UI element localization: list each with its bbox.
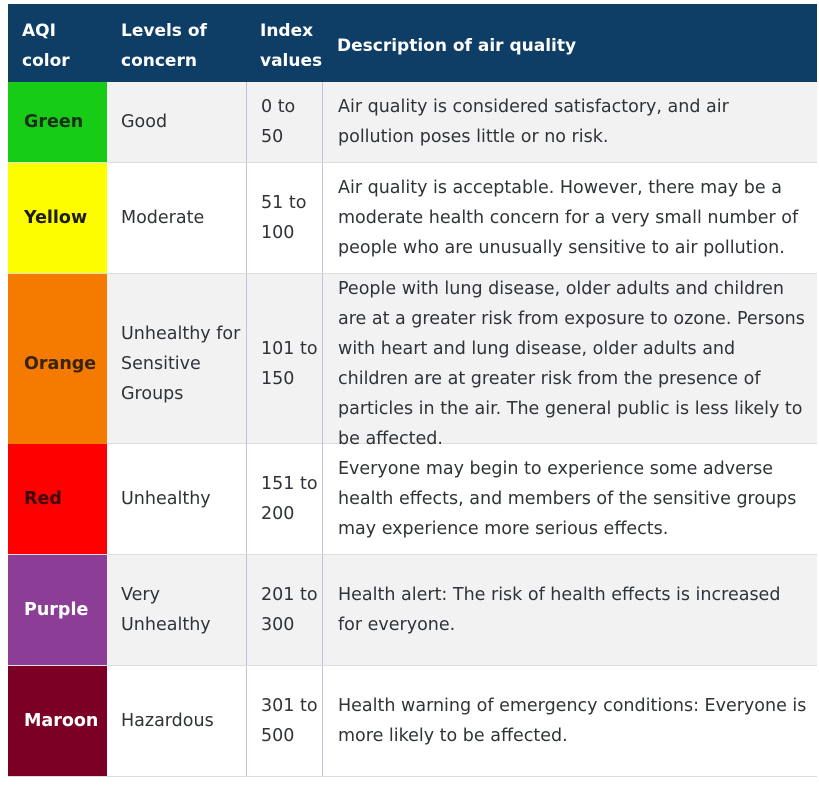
index-values-cell: 301 to 500: [246, 666, 323, 776]
description-cell: Health alert: The risk of health effects…: [338, 585, 781, 635]
index-values-cell: 101 to 150: [246, 274, 323, 454]
table-row: Purple Very Unhealthy 201 to 300 Health ale…: [8, 555, 817, 666]
index-values-cell: 201 to 300: [246, 555, 323, 665]
table-body: Green Good 0 to 50 Air quality is considere…: [8, 82, 817, 777]
header-index-values: Index values: [260, 21, 323, 71]
description-cell: Everyone may begin to experience some ad…: [338, 459, 797, 539]
table-row: Red Unhealthy 151 to 200 Everyone may begin…: [8, 444, 817, 555]
table-row: Orange Unhealthy for Sensitive Groups 101 …: [8, 274, 817, 454]
header-description: Description of air quality: [337, 36, 577, 56]
description-cell: Air quality is acceptable. However, ther…: [338, 178, 799, 258]
description-cell: Health warning of emergency conditions: …: [338, 696, 807, 746]
index-values-cell: 0 to 50: [246, 82, 323, 162]
aqi-color-cell: Green: [8, 82, 107, 162]
index-values-cell: 51 to 100: [246, 163, 323, 273]
aqi-color-cell: Purple: [8, 555, 107, 665]
level-of-concern-cell: Unhealthy: [121, 489, 211, 509]
aqi-color-cell: Red: [8, 444, 107, 554]
aqi-color-cell: Maroon: [8, 666, 107, 776]
level-of-concern-cell: Good: [121, 112, 168, 132]
table-row: Green Good 0 to 50 Air quality is considere…: [8, 82, 817, 163]
level-of-concern-cell: Unhealthy for Sensitive Groups: [121, 324, 241, 404]
table-row: Yellow Moderate 51 to 100 Air quality is ac…: [8, 163, 817, 274]
index-values-cell: 151 to 200: [246, 444, 323, 554]
table-header: AQI color Levels of concern Index values…: [8, 4, 817, 82]
aqi-color-cell: Orange: [8, 274, 107, 454]
aqi-table: AQI color Levels of concern Index values…: [8, 4, 817, 777]
aqi-color-cell: Yellow: [8, 163, 107, 273]
header-levels-of-concern: Levels of concern: [121, 21, 207, 71]
level-of-concern-cell: Moderate: [121, 208, 205, 228]
table-row: Maroon Hazardous 301 to 500 Health warning …: [8, 666, 817, 777]
description-cell: People with lung disease, older adults a…: [338, 279, 805, 449]
header-aqi-color: AQI color: [22, 21, 70, 71]
level-of-concern-cell: Hazardous: [121, 711, 214, 731]
level-of-concern-cell: Very Unhealthy: [121, 585, 211, 635]
description-cell: Air quality is considered satisfactory, …: [338, 97, 729, 147]
